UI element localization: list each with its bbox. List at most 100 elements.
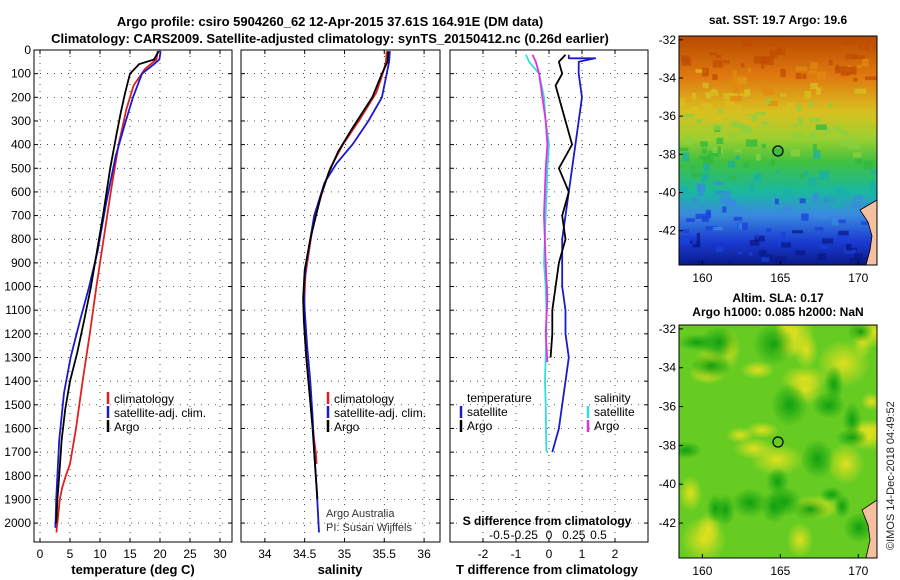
- secondary-x-tick-label: 0.25: [562, 528, 586, 542]
- sst-pixel: [863, 160, 874, 170]
- sst-pixel: [765, 228, 772, 233]
- sst-pixel: [710, 116, 722, 124]
- legend-title-salinity: salinity: [594, 391, 631, 405]
- sst-pixel: [705, 226, 717, 231]
- sst-pixel: [749, 239, 760, 246]
- map-y-tick-label: -42: [659, 516, 677, 530]
- sst-pixel: [748, 251, 753, 256]
- x-tick-label: 25: [183, 547, 197, 561]
- y-tick-label: 600: [11, 185, 31, 199]
- sst-land: [859, 199, 877, 265]
- temperature-legend: climatology satellite-adj. clim. Argo: [106, 392, 206, 434]
- sst-pixel: [729, 175, 737, 180]
- sla-low-blob: [847, 325, 874, 343]
- sst-pixel: [752, 36, 761, 41]
- sst-pixel: [812, 193, 819, 203]
- sst-pixel: [846, 66, 857, 75]
- sst-pixel: [828, 59, 833, 66]
- sst-pixel: [695, 119, 703, 123]
- sst-pixel: [694, 116, 707, 121]
- sst-pixel: [872, 116, 877, 124]
- sst-pixel: [864, 43, 870, 51]
- sst-pixel: [852, 201, 862, 209]
- sst-pixel: [739, 89, 751, 96]
- sst-pixel: [795, 250, 806, 256]
- title-line-2: Climatology: CARS2009. Satellite-adjuste…: [51, 31, 609, 46]
- x-tick-label: 35.5: [373, 547, 397, 561]
- sst-pixel: [810, 83, 818, 90]
- sst-pixel: [812, 143, 817, 152]
- sst-pixel: [794, 37, 802, 42]
- series-line-t-argo: [549, 54, 573, 358]
- sst-pixel: [696, 232, 700, 242]
- sst-pixel: [849, 257, 860, 265]
- sst-pixel: [761, 60, 765, 69]
- sst-pixel: [750, 182, 754, 191]
- sst-pixel: [841, 233, 850, 243]
- sst-pixel: [853, 253, 863, 261]
- x-tick-label: -1: [511, 547, 522, 561]
- sst-pixel: [745, 139, 758, 147]
- sst-pixel: [841, 138, 854, 147]
- legend-label-t-satellite: satellite: [467, 405, 508, 419]
- sst-pixel: [791, 230, 804, 234]
- secondary-x-tick-label: 0: [546, 528, 553, 542]
- sst-pixel: [695, 69, 706, 73]
- sst-pixel: [692, 92, 697, 100]
- y-tick-label: 100: [11, 67, 31, 81]
- sst-pixel: [695, 213, 706, 219]
- x-tick-label: 0: [546, 547, 553, 561]
- sst-pixel: [724, 99, 735, 106]
- series-line-argo: [55, 50, 160, 524]
- sst-pixel: [735, 155, 740, 160]
- sst-pixel: [833, 125, 842, 132]
- sst-pixel: [795, 72, 802, 80]
- sla-low-blob: [691, 352, 732, 380]
- sst-pixel: [859, 43, 863, 50]
- sst-pixel: [686, 218, 695, 222]
- legend-label-s-argo: Argo: [594, 419, 620, 433]
- sst-pixel: [717, 109, 723, 114]
- salinity-panel: 34 34.5 35 35.5 36 salinity climatology sate…: [240, 49, 441, 577]
- sst-pixel: [683, 264, 689, 265]
- sst-pixel: [706, 102, 713, 110]
- sst-pixel: [728, 260, 734, 265]
- secondary-x-tick-label: -0.25: [511, 528, 539, 542]
- sst-pixel: [808, 177, 817, 186]
- sst-pixel: [701, 216, 709, 222]
- sst-pixel: [819, 245, 829, 250]
- sst-pixel: [791, 114, 798, 124]
- sla-map-subtitle: Argo h1000: 0.085 h2000: NaN: [692, 305, 863, 319]
- salinity-legend: climatology satellite-adj. clim. Argo: [326, 392, 426, 434]
- sst-pixel: [817, 216, 828, 220]
- sst-pixel: [802, 73, 807, 80]
- sst-pixel: [710, 89, 719, 96]
- y-tick-label: 400: [11, 138, 31, 152]
- sst-pixel: [731, 121, 740, 126]
- x-tick-label: 5: [67, 547, 74, 561]
- sst-pixel: [832, 203, 843, 208]
- map-y-tick-label: -38: [659, 147, 677, 161]
- sst-pixel: [772, 147, 784, 156]
- temperature-axes-frame: [33, 49, 233, 543]
- sst-pixel: [702, 103, 707, 109]
- sst-pixel: [801, 213, 809, 221]
- map-y-tick-label: -36: [659, 400, 677, 414]
- secondary-x-tick-label: -0.5: [489, 528, 510, 542]
- y-tick-label: 1000: [4, 280, 31, 294]
- sst-pixel: [696, 183, 706, 192]
- y-tick-label: 1400: [4, 374, 31, 388]
- map-x-tick-label: 160: [692, 271, 712, 285]
- sst-pixel: [835, 66, 847, 74]
- sst-pixel: [758, 249, 767, 256]
- y-tick-label: 800: [11, 232, 31, 246]
- difference-secondary-xlabel: S difference from climatology: [463, 514, 632, 528]
- y-tick-label: 1800: [4, 469, 31, 483]
- sst-pixel: [713, 181, 723, 185]
- sst-pixel: [810, 62, 818, 70]
- sst-pixel: [712, 227, 723, 231]
- sst-pixel: [835, 185, 845, 195]
- sst-pixel: [702, 156, 714, 164]
- sst-map: sat. SST: 19.7 Argo: 19.6 160 165 170 -32 -3…: [659, 13, 878, 285]
